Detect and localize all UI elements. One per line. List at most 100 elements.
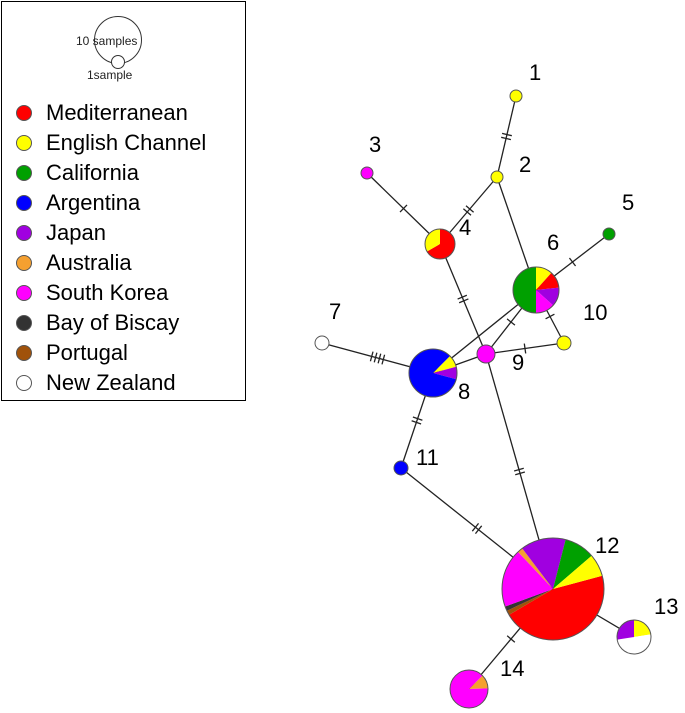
pie-slice-mediterranean: [509, 575, 604, 640]
link-line: [439, 243, 487, 355]
haplotype-node-10: [556, 335, 572, 351]
mutation-mark: [465, 205, 475, 213]
haplotype-node-12: [501, 537, 605, 641]
legend-item-japan: Japan: [16, 218, 206, 248]
pie-slice-english-channel: [556, 335, 572, 351]
mutation-mark: [399, 204, 408, 213]
pie-slice-new-zealand: [617, 634, 651, 654]
legend-swatch: [16, 105, 32, 121]
haplotype-node-5: [602, 227, 616, 241]
mutation-mark: [373, 352, 378, 363]
mutation-mark: [501, 132, 512, 137]
link-line: [496, 95, 517, 178]
mutation-mark: [506, 635, 516, 643]
mutation-mark: [381, 354, 386, 365]
legend-label: Japan: [46, 220, 106, 245]
link-9-10: [485, 342, 565, 355]
legend-label: English Channel: [46, 130, 207, 155]
pie-slice-california: [602, 227, 616, 241]
haplotype-node-2: [490, 170, 504, 184]
haplotype-node-13: [616, 619, 652, 655]
legend-label: Argentina: [46, 190, 141, 215]
legend-swatch: [16, 375, 32, 391]
pie-slice-english-channel: [490, 170, 504, 184]
haplotype-node-9: [476, 344, 496, 364]
link-3-4: [366, 172, 441, 245]
legend-label: South Korea: [46, 280, 169, 305]
mutation-mark: [457, 294, 468, 300]
legend-swatch: [16, 255, 32, 271]
haplotype-node-4: [424, 228, 456, 260]
legend-item-california: California: [16, 158, 206, 188]
legend-item-south-korea: South Korea: [16, 278, 206, 308]
pie-slice-california: [553, 539, 592, 589]
legend-label: New Zealand: [46, 370, 176, 395]
haplotype-node-3: [360, 166, 374, 180]
haplotype-label-1: 1: [529, 60, 541, 85]
pie-slice-english-channel: [509, 89, 523, 103]
pie-slice-english-channel: [634, 620, 651, 637]
mutation-mark: [506, 318, 516, 326]
haplotype-label-2: 2: [519, 152, 531, 177]
legend-swatch: [16, 315, 32, 331]
node-outline: [408, 348, 458, 398]
mutation-mark: [501, 136, 512, 141]
haplotype-label-12: 12: [595, 533, 619, 558]
legend-item-argentina: Argentina: [16, 188, 206, 218]
legend-item-portugal: Portugal: [16, 338, 206, 368]
pie-slice-south-korea: [360, 166, 374, 180]
mutation-mark: [474, 525, 483, 535]
haplotype-nodes: [314, 89, 652, 709]
haplotype-label-10: 10: [583, 300, 607, 325]
legend-item-bay-of-biscay: Bay of Biscay: [16, 308, 206, 338]
haplotype-label-7: 7: [329, 299, 341, 324]
haplotype-label-3: 3: [369, 132, 381, 157]
pie-slice-south-korea: [502, 551, 553, 607]
haplotype-node-6: [512, 266, 560, 314]
node-outline: [501, 537, 605, 641]
legend-label: Bay of Biscay: [46, 310, 180, 335]
link-4-9: [439, 243, 487, 355]
scale-circle-small: [111, 55, 125, 69]
node-outline: [616, 619, 652, 655]
haplotype-node-8: [408, 348, 458, 398]
pie-slice-japan: [433, 366, 458, 380]
pie-slice-argentina: [393, 460, 409, 476]
pie-slice-south-korea: [476, 344, 496, 364]
legend-swatch: [16, 285, 32, 301]
pie-slice-south-korea: [450, 670, 489, 709]
mutation-mark: [411, 420, 422, 425]
legend-item-australia: Australia: [16, 248, 206, 278]
legend-swatch: [16, 165, 32, 181]
legend-label: Mediterranean: [46, 100, 188, 125]
legend-label: California: [46, 160, 139, 185]
mutation-mark: [412, 416, 423, 421]
pie-slice-new-zealand: [314, 335, 330, 351]
node-outline: [449, 669, 489, 709]
pie-slice-argentina: [409, 349, 457, 398]
mutation-mark: [545, 313, 555, 320]
mutation-mark: [513, 467, 524, 472]
pie-slice-mediterranean: [427, 229, 455, 260]
legend-item-mediterranean: Mediterranean: [16, 98, 206, 128]
haplotype-node-1: [509, 89, 523, 103]
legend-item-english-channel: English Channel: [16, 128, 206, 158]
mutation-mark: [523, 343, 527, 354]
mutation-mark: [458, 298, 469, 304]
size-scale: 10 samples 1sample: [72, 12, 172, 87]
pie-slice-japan: [522, 537, 566, 589]
pie-slice-bay-of-biscay: [505, 589, 553, 611]
haplotype-node-7: [314, 335, 330, 351]
haplotype-label-5: 5: [622, 190, 634, 215]
haplotype-label-9: 9: [512, 350, 524, 375]
node-outline: [512, 266, 560, 314]
pie-slice-australia: [518, 548, 553, 589]
pie-slice-california: [513, 267, 536, 313]
scale-large-label: 10 samples: [76, 34, 138, 48]
mutation-mark: [369, 351, 374, 362]
pie-slice-english-channel: [553, 555, 603, 589]
legend-swatch: [16, 135, 32, 151]
legend-item-new-zealand: New Zealand: [16, 368, 206, 398]
node-outline: [424, 228, 456, 260]
